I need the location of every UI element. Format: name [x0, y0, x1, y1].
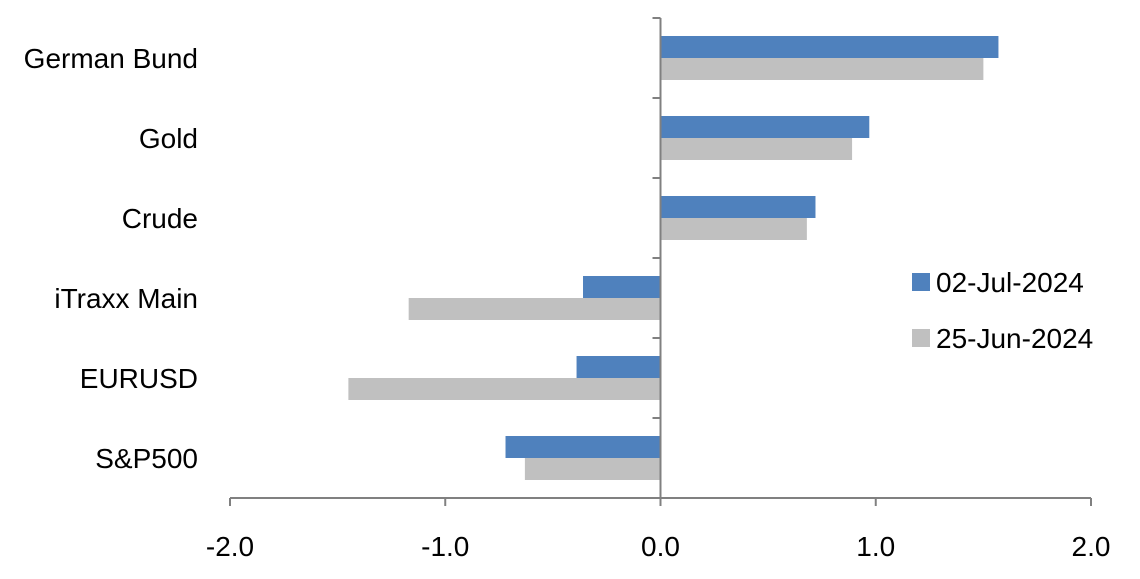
legend-swatch-series-2: [912, 329, 930, 347]
bar-s-p500-series-2: [524, 458, 661, 480]
legend-swatch-series-1: [912, 273, 930, 291]
x-tick-label: -2.0: [206, 531, 254, 562]
legend-label: 25-Jun-2024: [936, 323, 1093, 354]
x-tick-label: 0.0: [641, 531, 680, 562]
bar-german-bund-series-1: [660, 36, 999, 58]
bar-gold-series-1: [660, 116, 870, 138]
category-label: Gold: [139, 123, 198, 154]
category-label: Crude: [122, 203, 198, 234]
category-label: iTraxx Main: [54, 283, 198, 314]
bar-eurusd-series-1: [576, 356, 661, 378]
bar-eurusd-series-2: [348, 378, 661, 400]
x-tick-label: 1.0: [856, 531, 895, 562]
bar-itraxx-main-series-1: [583, 276, 661, 298]
x-tick-label: -1.0: [421, 531, 469, 562]
bar-crude-series-2: [660, 218, 807, 240]
bar-s-p500-series-1: [505, 436, 661, 458]
legend-label: 02-Jul-2024: [936, 267, 1084, 298]
x-tick-label: 2.0: [1072, 531, 1111, 562]
category-label: S&P500: [95, 443, 198, 474]
category-label: EURUSD: [80, 363, 198, 394]
category-label: German Bund: [24, 43, 198, 74]
bar-crude-series-1: [660, 196, 816, 218]
bar-german-bund-series-2: [660, 58, 984, 80]
bar-itraxx-main-series-2: [408, 298, 661, 320]
bar-gold-series-2: [660, 138, 853, 160]
